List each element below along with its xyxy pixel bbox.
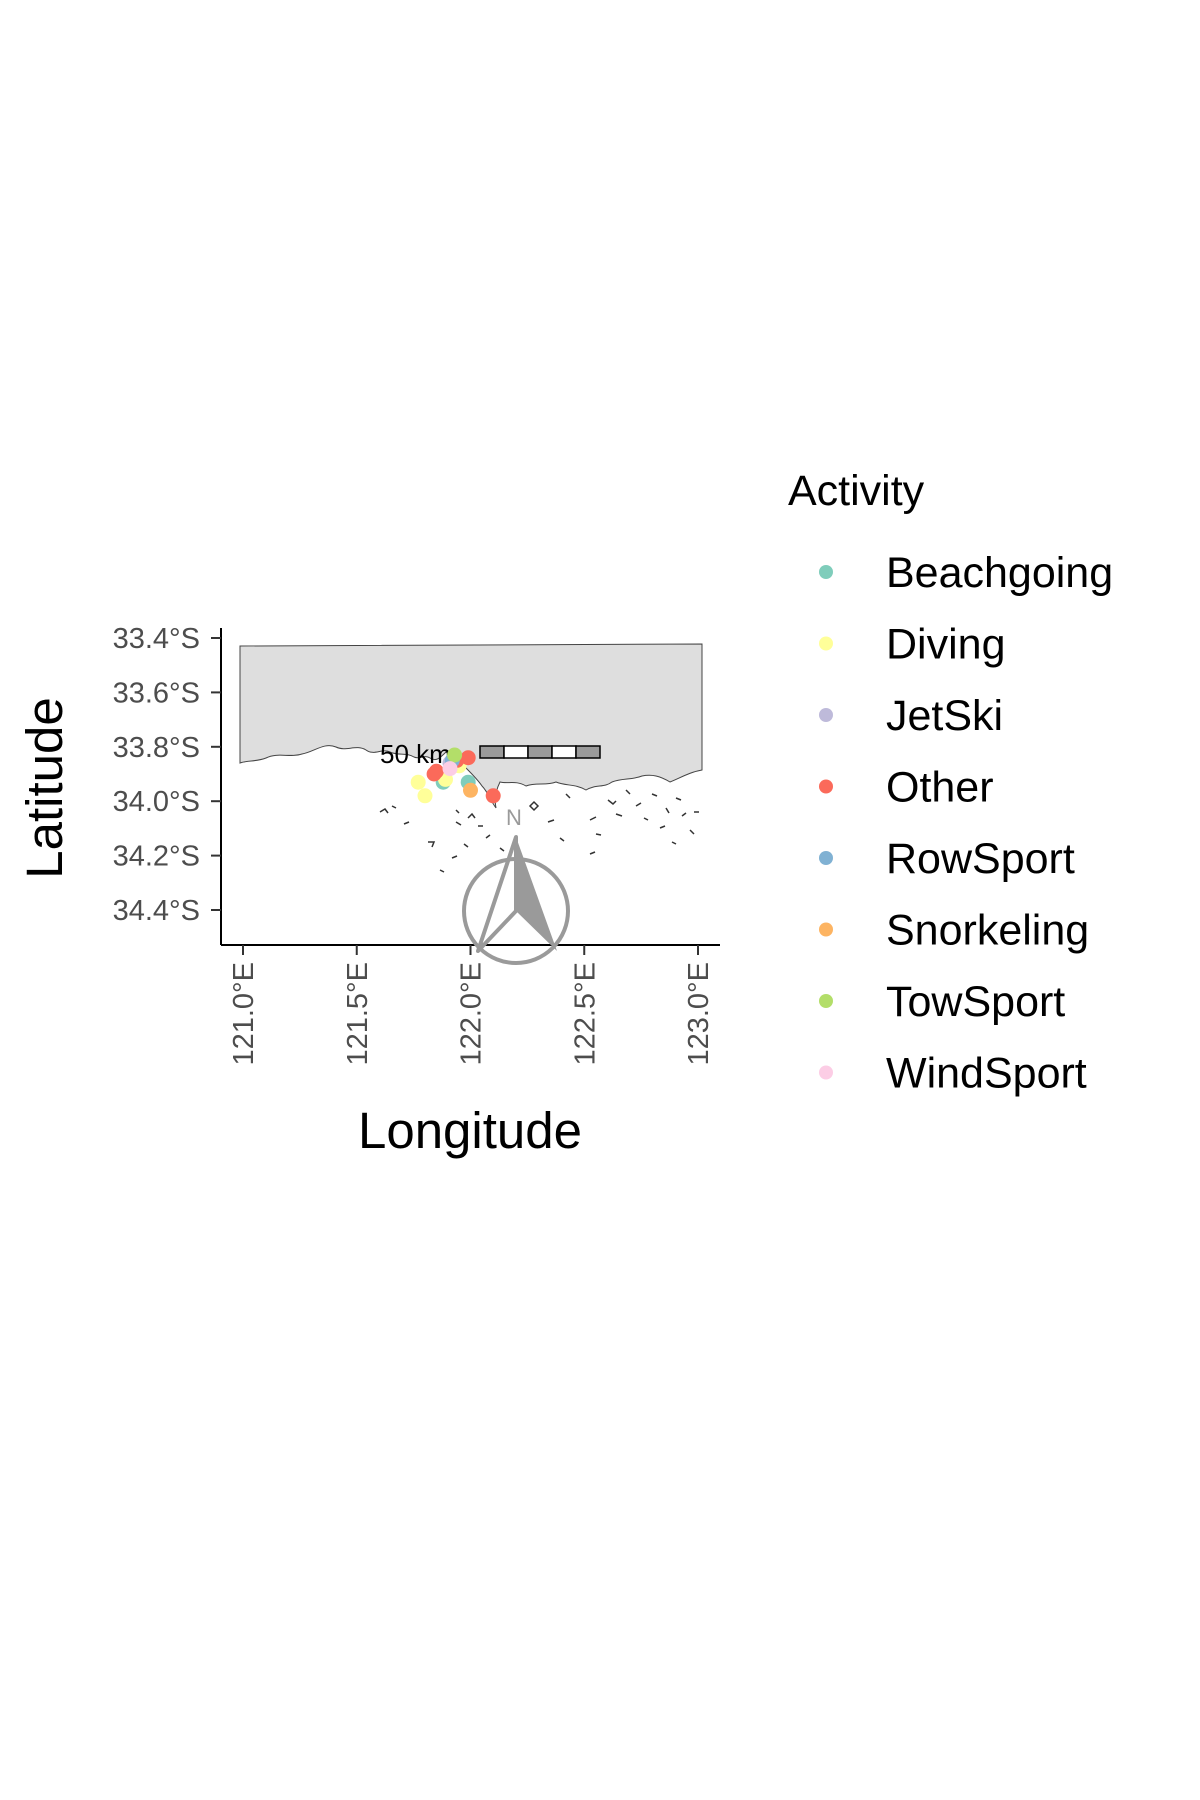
point-windsport [442, 761, 458, 777]
legend-key-rowsport [819, 851, 833, 865]
scale-bar-segment [575, 745, 601, 759]
x-axis-ticks: 121.0°E 121.5°E 122.0°E 122.5°E 123.0°E [228, 945, 715, 1066]
legend-label-other: Other [886, 764, 994, 812]
legend-key-jetski [819, 708, 833, 722]
scale-bar-segment [527, 745, 553, 759]
legend-label-towsport: TowSport [886, 978, 1065, 1026]
x-axis-title: Longitude [358, 1102, 582, 1159]
landmass [239, 643, 703, 809]
legend-key-other [819, 779, 833, 794]
scale-bar-segment [551, 745, 577, 759]
x-tick-label: 122.5°E [569, 962, 601, 1066]
legend-label-snorkeling: Snorkeling [886, 907, 1089, 955]
north-arrow-right-half [516, 837, 557, 951]
legend-title: Activity [788, 467, 925, 515]
scale-bar: 50 km [380, 739, 601, 769]
legend-key-towsport [819, 994, 833, 1008]
x-tick-label: 122.0°E [456, 962, 488, 1066]
point-other [426, 766, 442, 782]
y-tick-label: 33.4°S [113, 623, 200, 655]
x-tick-label: 123.0°E [683, 962, 715, 1066]
legend-label-windsport: WindSport [886, 1050, 1087, 1098]
islands [379, 789, 699, 873]
y-tick-label: 33.8°S [113, 732, 200, 764]
y-tick-label: 34.0°S [113, 786, 200, 818]
legend: Activity Beachgoing Diving JetSki Other RowS… [788, 467, 1113, 1098]
legend-items: Beachgoing Diving JetSki Other RowSport Snork… [819, 549, 1113, 1098]
legend-key-diving [819, 636, 833, 651]
point-towsport [447, 747, 463, 763]
point-diving [417, 788, 433, 804]
legend-key-beachgoing [819, 565, 833, 579]
north-arrow-left-half [476, 835, 518, 953]
x-tick-label: 121.5°E [342, 962, 374, 1066]
y-tick-label: 34.4°S [113, 895, 200, 927]
scale-bar-label: 50 km [380, 739, 451, 769]
y-tick-label: 34.2°S [113, 841, 200, 873]
legend-label-diving: Diving [886, 621, 1006, 669]
scale-bar-segment [479, 745, 505, 759]
legend-key-windsport [819, 1065, 833, 1080]
legend-key-snorkeling [819, 922, 833, 937]
point-snorkeling [463, 782, 478, 798]
scale-bar-segment [503, 745, 529, 759]
legend-label-rowsport: RowSport [886, 835, 1075, 883]
north-arrow-label: N [506, 805, 522, 830]
y-axis-ticks: 33.4°S 33.6°S 33.8°S 34.0°S 34.2°S 34.4°S [113, 623, 221, 927]
point-diving [410, 774, 426, 790]
legend-label-jetski: JetSki [886, 692, 1003, 740]
y-axis-title: Latitude [16, 697, 73, 879]
north-arrow: N [462, 805, 570, 965]
x-tick-label: 121.0°E [228, 962, 260, 1066]
legend-label-beachgoing: Beachgoing [886, 549, 1113, 597]
point-other [460, 750, 476, 766]
activity-points [410, 747, 501, 804]
y-tick-label: 33.6°S [113, 677, 200, 709]
point-other [485, 788, 501, 804]
